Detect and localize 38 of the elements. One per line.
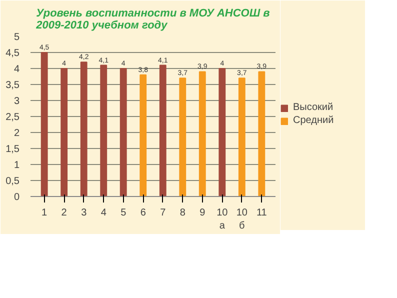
bar [60,68,68,196]
y-tick-label: 0,5 [6,176,20,187]
x-tick-label: 6 [140,208,146,218]
x-tick-label: 9 [200,208,206,218]
bar [218,68,226,196]
x-tick-label: 10 б [236,208,248,232]
y-tick-label: 4 [14,64,20,75]
legend-label: Высокий [293,102,334,113]
bar [179,78,186,196]
x-tick-label: 11 [256,208,268,218]
x-tick-label: 5 [120,208,127,218]
x-tick-label: 1 [42,208,48,218]
y-tick-label: 0 [14,192,20,203]
y-tick-label: 1 [14,160,20,171]
bar [120,68,127,196]
bar [40,52,48,196]
legend-label: Средний [293,115,334,126]
x-tick-label: 8 [180,208,186,218]
x-tick-label: 2 [61,208,68,218]
bar [80,62,88,196]
bar [258,71,266,196]
y-tick-label: 3 [14,96,20,107]
y-tick-label: 4,5 [6,48,20,59]
x-tick-label: 3 [81,208,88,218]
bar [159,64,166,196]
y-tick-label: 2,5 [6,112,20,123]
chart-title: Уровень воспитанности в МОУ АНСОШ в 2009-2010 учебном году [35,8,270,32]
y-tick-label: 1,5 [6,144,20,155]
bar [238,78,246,196]
bar [100,64,108,196]
x-tick-label: 10 а [216,208,228,232]
x-tick-label: 4 [100,208,107,218]
y-tick-label: 3,5 [6,80,20,91]
y-tick-label: 5 [14,32,20,43]
bar [140,74,147,196]
bar [198,71,206,196]
y-tick-label: 2 [14,128,20,139]
x-tick-label: 7 [160,208,166,218]
